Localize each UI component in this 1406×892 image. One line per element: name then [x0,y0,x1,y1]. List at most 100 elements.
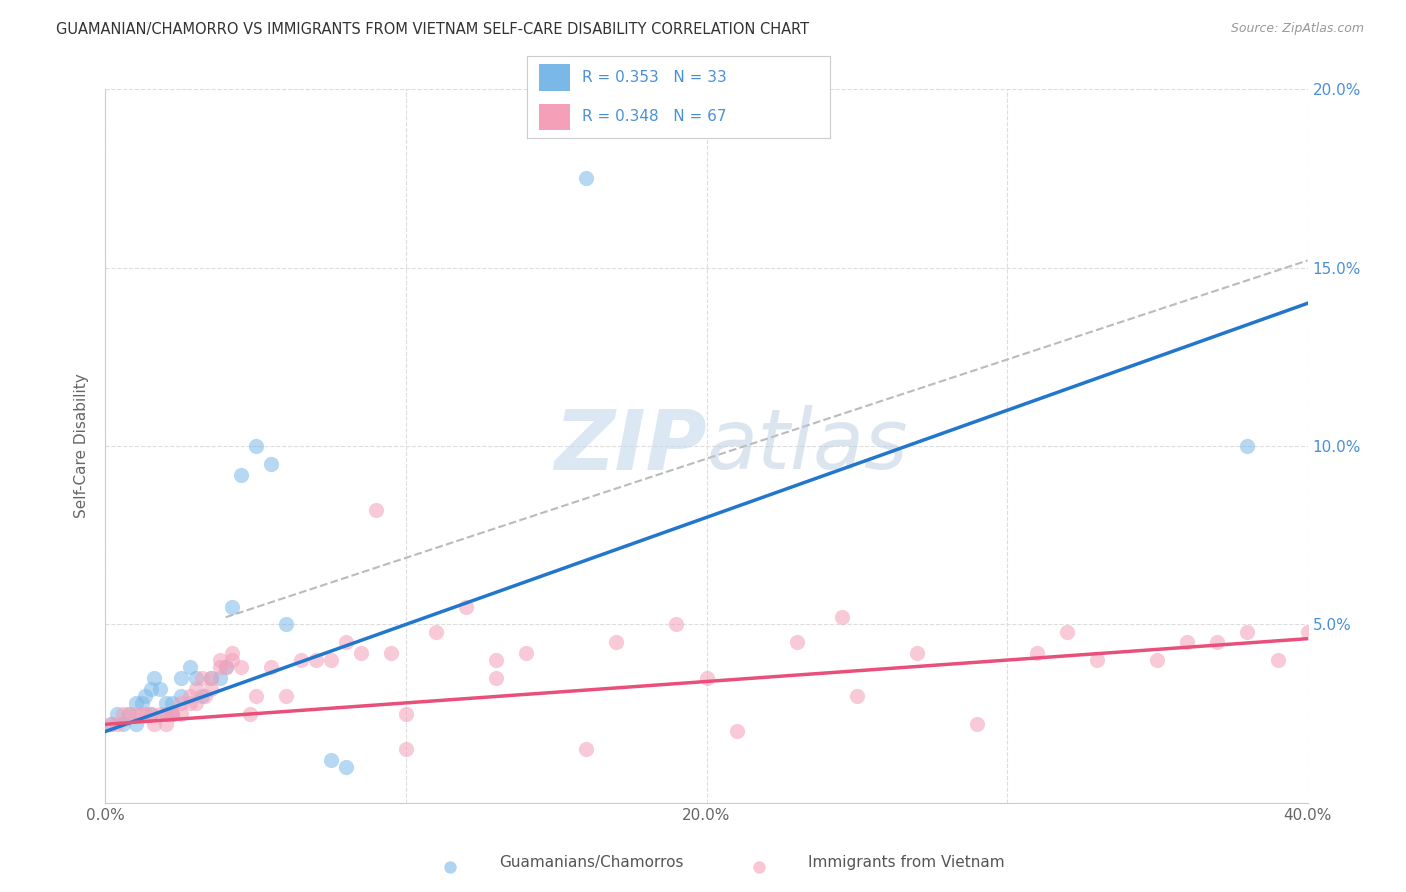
Point [134,689,156,703]
Point [208,660,231,674]
Point [124,706,146,721]
Point [221,653,243,667]
Text: R = 0.353   N = 33: R = 0.353 N = 33 [582,70,727,85]
Point [184,681,207,696]
Point [107,717,129,731]
Point [155,706,177,721]
Point [274,689,297,703]
Point [139,706,162,721]
Point [100,717,122,731]
Point [260,660,283,674]
Point [124,696,146,710]
Point [1296,624,1319,639]
Text: Source: ZipAtlas.com: Source: ZipAtlas.com [1230,22,1364,36]
Point [319,653,342,667]
Point [364,503,387,517]
Point [380,646,402,660]
Point [100,717,122,731]
Point [1236,439,1258,453]
Point [395,742,418,756]
Point [786,635,808,649]
Point [274,617,297,632]
Point [179,660,201,674]
Point [131,706,153,721]
Point [160,706,183,721]
Point [194,689,217,703]
Point [439,860,461,874]
Point [160,696,183,710]
Point [335,635,357,649]
Point [696,671,718,685]
Point [485,671,508,685]
Point [148,681,170,696]
Point [155,717,177,731]
Point [1056,624,1078,639]
Point [118,706,141,721]
Point [845,689,868,703]
Point [190,689,212,703]
Point [208,671,231,685]
Point [139,681,162,696]
Point [575,171,598,186]
Point [190,671,212,685]
Point [905,646,928,660]
Bar [540,64,569,91]
Point [184,671,207,685]
Point [1085,653,1108,667]
Point [305,653,328,667]
Point [118,706,141,721]
Point [748,860,770,874]
Point [214,660,236,674]
Text: GUAMANIAN/CHAMORRO VS IMMIGRANTS FROM VIETNAM SELF-CARE DISABILITY CORRELATION C: GUAMANIAN/CHAMORRO VS IMMIGRANTS FROM VI… [56,22,810,37]
Point [221,646,243,660]
Point [425,624,447,639]
Point [200,681,222,696]
Point [245,439,267,453]
Point [131,696,153,710]
Point [665,617,688,632]
Point [1026,646,1049,660]
Point [485,653,508,667]
Point [229,660,252,674]
Point [142,717,165,731]
Point [1206,635,1229,649]
Point [575,742,598,756]
Point [290,653,312,667]
Point [831,610,853,624]
Point [1236,624,1258,639]
Point [124,717,146,731]
Point [1267,653,1289,667]
Point [395,706,418,721]
Point [160,706,183,721]
Point [335,760,357,774]
Point [134,706,156,721]
Point [179,696,201,710]
Point [515,646,537,660]
Point [245,689,267,703]
Point [184,696,207,710]
Text: ZIP: ZIP [554,406,707,486]
Point [139,706,162,721]
Point [200,671,222,685]
Point [112,717,135,731]
Point [160,706,183,721]
Bar [540,103,569,130]
Point [725,724,748,739]
Point [112,706,135,721]
Point [179,689,201,703]
Point [229,467,252,482]
Text: Immigrants from Vietnam: Immigrants from Vietnam [808,855,1005,870]
Point [260,457,283,471]
Point [155,706,177,721]
Point [350,646,373,660]
Point [966,717,988,731]
Point [454,599,477,614]
Point [208,653,231,667]
Text: Guamanians/Chamorros: Guamanians/Chamorros [499,855,683,870]
Point [319,753,342,767]
Point [200,671,222,685]
Point [239,706,262,721]
Point [169,696,191,710]
Text: R = 0.348   N = 67: R = 0.348 N = 67 [582,110,725,124]
Point [169,706,191,721]
